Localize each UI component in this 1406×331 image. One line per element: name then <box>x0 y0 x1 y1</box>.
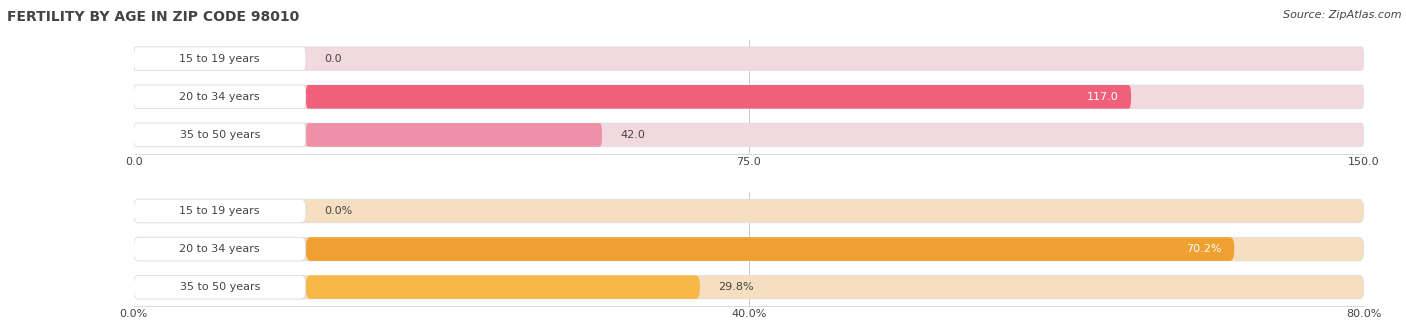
Text: 20 to 34 years: 20 to 34 years <box>180 92 260 102</box>
Text: 70.2%: 70.2% <box>1187 244 1222 254</box>
Text: 35 to 50 years: 35 to 50 years <box>180 282 260 292</box>
Text: Source: ZipAtlas.com: Source: ZipAtlas.com <box>1284 10 1402 20</box>
FancyBboxPatch shape <box>134 85 1364 109</box>
Text: 15 to 19 years: 15 to 19 years <box>180 206 260 216</box>
Text: 0.0: 0.0 <box>325 54 342 64</box>
FancyBboxPatch shape <box>134 85 307 109</box>
FancyBboxPatch shape <box>134 123 307 147</box>
Text: 29.8%: 29.8% <box>718 282 754 292</box>
Text: 15 to 19 years: 15 to 19 years <box>180 54 260 64</box>
FancyBboxPatch shape <box>134 237 307 261</box>
FancyBboxPatch shape <box>134 123 1364 147</box>
Text: FERTILITY BY AGE IN ZIP CODE 98010: FERTILITY BY AGE IN ZIP CODE 98010 <box>7 10 299 24</box>
FancyBboxPatch shape <box>134 199 1364 223</box>
FancyBboxPatch shape <box>134 199 307 223</box>
FancyBboxPatch shape <box>307 123 602 147</box>
Text: 0.0%: 0.0% <box>325 206 353 216</box>
Text: 20 to 34 years: 20 to 34 years <box>180 244 260 254</box>
FancyBboxPatch shape <box>134 275 307 299</box>
FancyBboxPatch shape <box>134 47 307 71</box>
Text: 42.0: 42.0 <box>620 130 645 140</box>
Text: 35 to 50 years: 35 to 50 years <box>180 130 260 140</box>
FancyBboxPatch shape <box>307 237 1234 261</box>
Text: 117.0: 117.0 <box>1087 92 1119 102</box>
FancyBboxPatch shape <box>134 237 1364 261</box>
FancyBboxPatch shape <box>134 275 1364 299</box>
FancyBboxPatch shape <box>307 85 1130 109</box>
FancyBboxPatch shape <box>307 275 700 299</box>
FancyBboxPatch shape <box>134 47 1364 71</box>
